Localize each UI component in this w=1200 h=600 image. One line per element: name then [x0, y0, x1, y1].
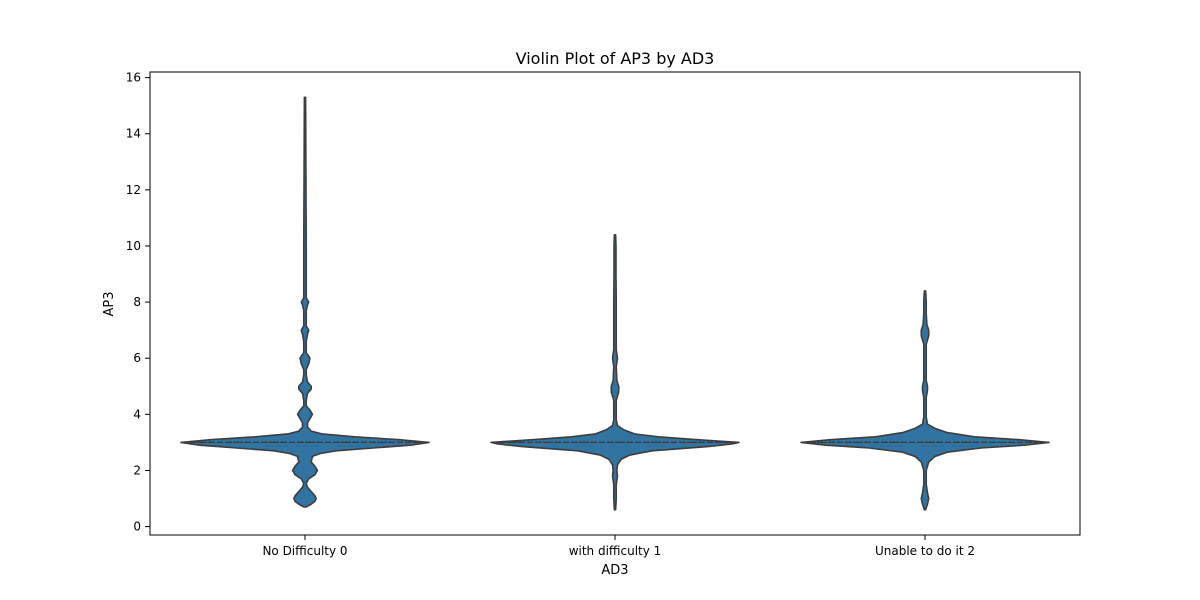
y-tick-label: 4 [133, 407, 141, 421]
plot-area: 0 2 4 6 8 10 12 14 16 No Difficulty 0 with difficu… [126, 71, 1081, 558]
y-tick-label: 10 [126, 239, 141, 253]
x-tick-label: Unable to do it 2 [875, 544, 975, 558]
violin-body [180, 96, 430, 508]
y-tick-label: 8 [133, 295, 141, 309]
x-axis-label: AD3 [601, 563, 628, 578]
y-tick-label: 2 [133, 463, 141, 477]
y-axis-label: AP3 [102, 291, 117, 316]
y-tick-label: 12 [126, 183, 141, 197]
y-tick-label: 0 [133, 520, 141, 534]
violin-body [490, 233, 740, 511]
y-tick-label: 6 [133, 351, 141, 365]
x-tick-label: with difficulty 1 [569, 544, 662, 558]
chart-title: Violin Plot of AP3 by AD3 [516, 49, 715, 68]
x-tick-label: No Difficulty 0 [262, 544, 347, 558]
y-tick-label: 16 [126, 71, 141, 85]
y-tick-label: 14 [126, 127, 141, 141]
violin-body [800, 290, 1050, 511]
